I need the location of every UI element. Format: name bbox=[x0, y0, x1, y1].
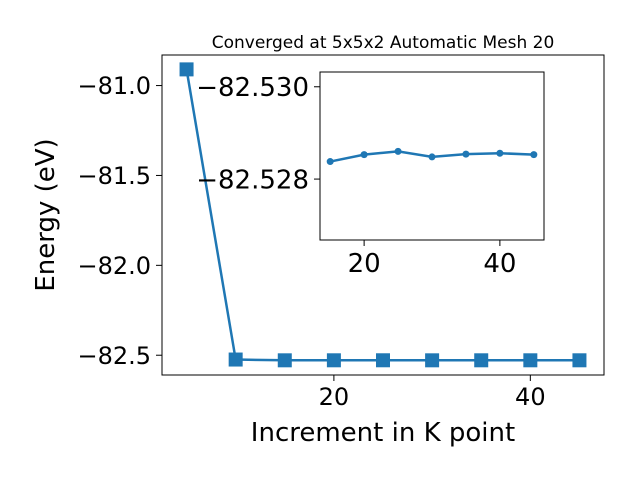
data-point bbox=[376, 353, 390, 368]
y-tick-label: −82.0 bbox=[77, 252, 151, 280]
y-tick-label: −81.5 bbox=[77, 162, 151, 190]
data-point bbox=[572, 353, 587, 368]
inset-series bbox=[326, 147, 538, 166]
data-point bbox=[425, 353, 440, 368]
x-axis-label: Increment in K point bbox=[251, 418, 515, 448]
data-point bbox=[394, 147, 402, 155]
main-x-axis: 20 40 bbox=[319, 375, 546, 411]
inset-axes: 20 40 −82.530−82.528 bbox=[196, 71, 545, 279]
data-point bbox=[228, 352, 243, 367]
chart-title: Converged at 5x5x2 Automatic Mesh 20 bbox=[212, 33, 555, 53]
x-tick-label: 20 bbox=[348, 249, 381, 279]
y-tick-label: −82.528 bbox=[196, 165, 309, 195]
inset-y-axis: −82.530 −82.528 bbox=[196, 73, 320, 195]
inset-x-axis: 20 40 bbox=[348, 240, 516, 279]
data-point bbox=[326, 353, 341, 368]
x-tick-label: 40 bbox=[515, 383, 546, 411]
data-point bbox=[523, 353, 538, 368]
y-tick-label: −82.530 bbox=[196, 73, 309, 103]
data-point bbox=[496, 149, 504, 157]
y-tick-label: −82.5 bbox=[77, 342, 151, 370]
y-axis-label: Energy (eV) bbox=[31, 138, 61, 291]
data-point bbox=[179, 62, 194, 77]
data-point bbox=[326, 158, 334, 166]
main-series bbox=[179, 62, 587, 368]
data-point bbox=[474, 353, 489, 368]
data-point bbox=[428, 153, 436, 161]
data-point bbox=[277, 353, 292, 368]
main-y-axis: −81.0 −81.5 −82.0 −82.5 bbox=[77, 72, 162, 370]
x-tick-label: 20 bbox=[319, 383, 350, 411]
data-point bbox=[462, 150, 470, 158]
data-point bbox=[530, 151, 538, 159]
data-point bbox=[360, 151, 368, 159]
y-tick-label: −81.0 bbox=[77, 72, 151, 100]
x-tick-label: 40 bbox=[483, 249, 516, 279]
